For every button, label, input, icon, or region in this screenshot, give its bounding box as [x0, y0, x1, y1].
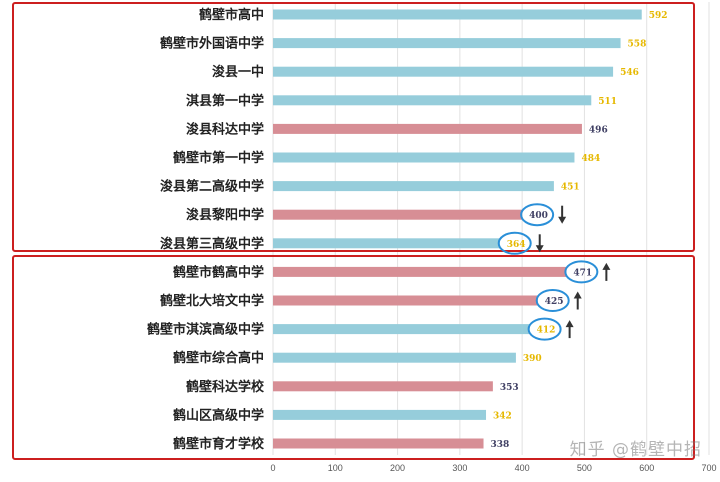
bar — [273, 238, 500, 249]
bar — [273, 352, 516, 363]
x-tick-label: 200 — [390, 463, 405, 473]
bar — [273, 181, 554, 192]
up-arrowhead-icon — [573, 291, 582, 299]
watermark: 知乎 @鹤壁中招 — [569, 440, 702, 460]
category-label: 鹤壁市育才学校 — [173, 436, 265, 452]
x-tick-label: 500 — [577, 463, 592, 473]
data-label: 592 — [649, 11, 668, 21]
highlight-circle — [497, 231, 532, 255]
data-label: 364 — [507, 240, 526, 250]
bar — [273, 38, 621, 49]
highlight-circle — [527, 317, 562, 341]
data-label: 412 — [537, 326, 556, 336]
data-label: 400 — [529, 211, 548, 221]
bar — [273, 409, 487, 420]
bar — [273, 209, 523, 220]
category-label: 鹤山区高级中学 — [173, 407, 264, 423]
down-arrowhead-icon — [558, 216, 567, 224]
data-label: 425 — [545, 297, 564, 307]
highlight-circle — [535, 289, 570, 312]
category-label: 浚县黎阳中学 — [186, 207, 264, 223]
x-tick-label: 0 — [270, 463, 275, 473]
data-label: 338 — [491, 440, 510, 450]
category-label: 鹤壁市第一中学 — [173, 150, 264, 166]
data-label: 484 — [581, 154, 600, 164]
data-label: 471 — [573, 268, 592, 278]
data-label: 451 — [561, 183, 580, 193]
x-tick-label: 700 — [701, 463, 716, 473]
category-label: 浚县一中 — [212, 64, 264, 80]
bar — [273, 266, 567, 277]
data-label: 558 — [628, 40, 647, 50]
category-label: 淇县第一中学 — [186, 93, 264, 109]
up-arrowhead-icon — [602, 262, 611, 270]
x-tick-label: 400 — [515, 463, 530, 473]
x-tick-label: 300 — [452, 463, 467, 473]
data-label: 342 — [493, 411, 512, 421]
bar — [273, 381, 493, 392]
category-label: 鹤壁市综合高中 — [173, 350, 264, 366]
category-label: 浚县科达中学 — [186, 121, 264, 137]
bar — [273, 66, 614, 77]
data-label: 511 — [598, 97, 617, 107]
bar — [273, 95, 592, 106]
data-label: 546 — [620, 68, 639, 78]
bar — [273, 152, 575, 163]
group-border — [12, 255, 695, 460]
category-label: 鹤壁北大培文中学 — [160, 293, 264, 309]
data-label: 390 — [523, 354, 542, 364]
x-tick-label: 600 — [639, 463, 654, 473]
bar — [273, 9, 642, 20]
bar — [273, 295, 538, 306]
highlight-circle — [520, 203, 555, 227]
category-label: 浚县第三高级中学 — [160, 236, 264, 252]
up-arrowhead-icon — [565, 320, 574, 328]
x-tick-label: 100 — [328, 463, 343, 473]
category-label: 鹤壁市高中 — [199, 7, 264, 23]
bar — [273, 324, 530, 335]
down-arrowhead-icon — [535, 245, 544, 253]
data-label: 353 — [500, 383, 519, 393]
category-label: 鹤壁市外国语中学 — [160, 36, 264, 52]
category-label: 浚县第二高级中学 — [160, 179, 264, 195]
highlight-circle — [564, 260, 599, 284]
group-border — [12, 2, 695, 252]
category-label: 鹤壁科达学校 — [186, 379, 265, 395]
bar — [273, 438, 484, 449]
category-label: 鹤壁市淇滨高级中学 — [147, 322, 264, 338]
data-label: 496 — [589, 125, 608, 135]
bar — [273, 123, 582, 134]
category-label: 鹤壁市鹤高中学 — [173, 264, 264, 280]
